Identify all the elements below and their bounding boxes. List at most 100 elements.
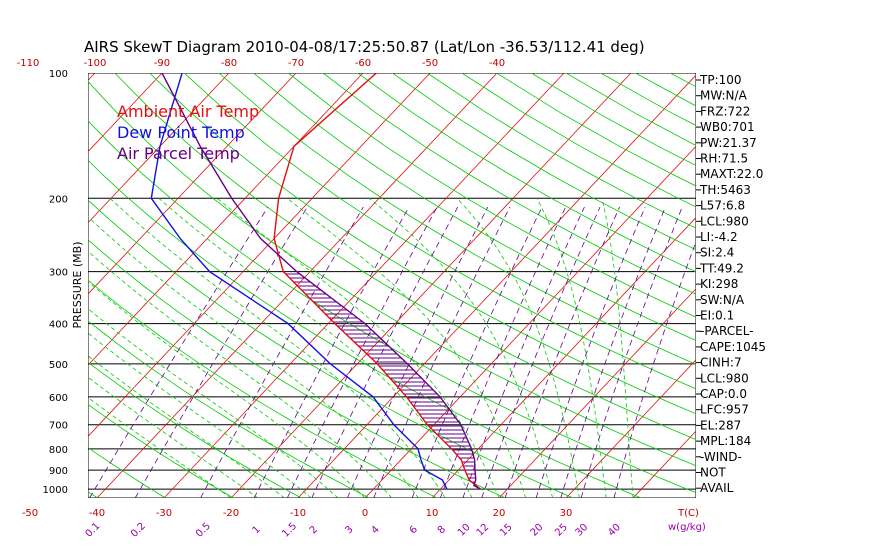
mixing-ratio-tick-label: 0.2 <box>129 521 148 540</box>
side-panel-item: NOT <box>700 466 726 480</box>
mixing-ratio-line <box>560 206 666 498</box>
dry-adiabat-line <box>88 120 696 494</box>
series-line-ambient-air-temp <box>273 73 481 490</box>
dry-adiabat-lines <box>0 73 870 498</box>
top-temp-tick-label: -100 <box>84 58 107 69</box>
moist-adiabat-line <box>601 198 634 498</box>
side-panel-item: SW:N/A <box>700 293 745 307</box>
moist-adiabat-line <box>88 355 285 498</box>
mixing-ratio-tick-label: 1.5 <box>280 521 299 540</box>
side-panel-item: LI:-4.2 <box>700 230 738 244</box>
legend: Ambient Air Temp Dew Point Temp Air Parcel… <box>117 102 259 163</box>
dry-adiabat-line <box>357 73 696 273</box>
top-temp-tick-label: -90 <box>154 58 170 69</box>
side-panel-item: MPL:184 <box>700 434 751 448</box>
isotherm-line <box>431 216 696 498</box>
moist-adiabat-line <box>88 397 232 498</box>
moist-adiabat-line <box>536 198 607 498</box>
bottom-temp-tick-label: 30 <box>560 508 573 519</box>
series-line-dew-point-temp <box>150 73 448 490</box>
side-panel-item: KI:298 <box>700 277 738 291</box>
pressure-tick-label: 900 <box>49 466 68 477</box>
mixing-ratio-tick-label: 10 <box>456 522 473 539</box>
mixing-ratio-tick-label: 6 <box>408 524 420 536</box>
sounding-series <box>150 73 481 490</box>
mixing-ratio-line <box>200 206 364 498</box>
bottom-temp-tick-label: -40 <box>89 508 105 519</box>
dry-adiabat-line <box>218 73 696 365</box>
side-panel-item: -WIND- <box>700 450 742 464</box>
mixing-ratio-lines <box>89 206 696 498</box>
mixing-ratio-tick-label: 2 <box>308 524 320 536</box>
mixing-ratio-line <box>89 206 269 498</box>
mixing-ratio-tick-label: 0.1 <box>83 521 102 540</box>
side-panel-item: AVAIL <box>700 481 734 495</box>
y-axis-label: PRESSURE (MB) <box>71 242 84 329</box>
top-temp-tick-label: -80 <box>221 58 237 69</box>
dry-adiabat-line <box>774 73 870 498</box>
dry-adiabat-line <box>88 403 234 498</box>
top-temp-tick-label: -110 <box>17 58 40 69</box>
mixing-ratio-line <box>481 206 601 498</box>
side-panel-item: LCL:980 <box>700 214 749 228</box>
side-panel-item: EL:287 <box>700 418 741 432</box>
side-panel-item: MAXT:22.0 <box>700 167 763 181</box>
mixing-ratio-line <box>580 206 683 498</box>
dry-adiabat-line <box>0 73 30 498</box>
isotherm-line <box>163 73 565 498</box>
temp-unit-label: T(C) <box>677 508 699 519</box>
moist-adiabat-line <box>158 197 473 498</box>
mixing-ratio-tick-label: 4 <box>369 524 381 536</box>
top-temp-tick-label: -60 <box>355 58 371 69</box>
side-panel-item: SI:2.4 <box>700 246 734 260</box>
mixing-ratio-tick-label: 15 <box>498 522 515 539</box>
dry-adiabat-line <box>88 199 574 498</box>
pressure-tick-label: 700 <box>49 421 68 432</box>
moist-adiabat-line <box>88 376 259 498</box>
legend-item: Ambient Air Temp <box>117 102 259 121</box>
isotherm-line <box>88 73 297 295</box>
top-temp-tick-label: -40 <box>489 58 505 69</box>
mixing-ratio-tick-label: 25 <box>553 522 570 539</box>
series-line-air-parcel-temp <box>161 73 481 490</box>
isotherm-line <box>767 73 870 498</box>
legend-item: Dew Point Temp <box>117 123 245 142</box>
mixing-ratio-tick-label: 40 <box>606 522 623 539</box>
mixing-ratio-line <box>347 206 489 498</box>
side-panel-item: FRZ:722 <box>700 104 750 118</box>
mixing-ratio-tick-label: 30 <box>574 522 591 539</box>
dry-adiabat-line <box>461 73 696 208</box>
plot-area <box>0 73 870 498</box>
isobar-lines <box>88 73 696 498</box>
moist-adiabat-line <box>216 197 500 498</box>
mixing-ratio-line <box>462 206 585 498</box>
mixing-ratio-tick-label: 8 <box>436 524 448 536</box>
side-panel-item: CINH:7 <box>700 356 742 370</box>
bottom-temp-tick-label: -50 <box>22 508 38 519</box>
axis-tick-labels: 1002003004005006007008009001000-120-110-… <box>17 58 706 540</box>
moist-adiabat-line <box>88 332 312 498</box>
side-panel-item: LFC:957 <box>700 403 749 417</box>
dry-adiabat-line <box>844 73 870 498</box>
side-panel-item: EI:0.1 <box>700 309 734 323</box>
mixing-ratio-line <box>411 206 543 498</box>
moist-adiabat-line <box>88 308 339 498</box>
mixing-ratio-unit-label: w(g/kg) <box>668 522 706 533</box>
side-panel-item: MW:N/A <box>700 89 748 103</box>
mixing-ratio-tick-label: 1 <box>251 524 263 536</box>
side-panel-item: CAPE:1045 <box>700 340 766 354</box>
side-panel-item: CAP:0.0 <box>700 387 747 401</box>
side-panel-item: RH:71.5 <box>700 152 748 166</box>
dry-adiabat-line <box>88 239 506 498</box>
dry-adiabat-line <box>253 73 696 341</box>
moist-adiabat-line <box>88 280 366 498</box>
side-panel-item: -PARCEL- <box>700 324 754 338</box>
dry-adiabat-line <box>88 320 370 498</box>
top-temp-tick-label: -70 <box>288 58 304 69</box>
pressure-tick-label: 100 <box>49 69 68 80</box>
dry-adiabat-line <box>88 361 302 498</box>
side-panel-item: TP:100 <box>699 73 742 87</box>
dry-adiabat-line <box>149 73 696 415</box>
